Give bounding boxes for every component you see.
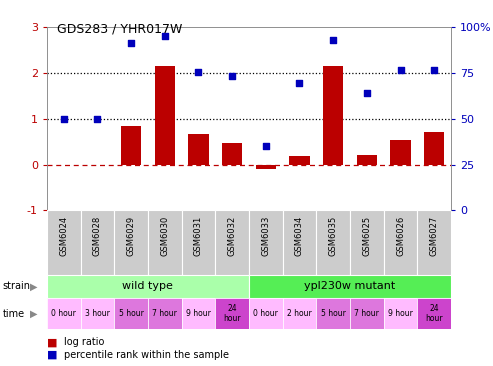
Bar	[121, 126, 141, 165]
Bar	[350, 210, 384, 274]
Text: 24
hour: 24 hour	[425, 305, 443, 323]
Bar	[289, 156, 310, 165]
Text: strain: strain	[2, 281, 31, 291]
Bar	[148, 298, 181, 329]
Text: ■: ■	[47, 350, 57, 360]
Point	[363, 90, 371, 96]
Bar	[47, 274, 249, 298]
Bar	[323, 66, 343, 165]
Text: 7 hour: 7 hour	[152, 309, 177, 318]
Text: GSM6032: GSM6032	[228, 216, 237, 256]
Bar	[249, 210, 282, 274]
Text: 5 hour: 5 hour	[119, 309, 143, 318]
Bar	[215, 298, 249, 329]
Bar	[148, 210, 181, 274]
Bar	[114, 298, 148, 329]
Text: 9 hour: 9 hour	[186, 309, 211, 318]
Bar	[317, 298, 350, 329]
Bar	[249, 274, 451, 298]
Text: 7 hour: 7 hour	[354, 309, 379, 318]
Text: time: time	[2, 309, 25, 319]
Bar	[418, 298, 451, 329]
Text: GSM6027: GSM6027	[430, 216, 439, 256]
Text: 9 hour: 9 hour	[388, 309, 413, 318]
Bar	[80, 210, 114, 274]
Text: ypl230w mutant: ypl230w mutant	[304, 281, 396, 291]
Bar	[384, 210, 418, 274]
Text: GSM6030: GSM6030	[160, 216, 169, 256]
Bar	[114, 210, 148, 274]
Bar	[282, 210, 317, 274]
Text: GSM6026: GSM6026	[396, 216, 405, 256]
Point	[430, 67, 438, 72]
Text: GDS283 / YHR017W: GDS283 / YHR017W	[57, 23, 182, 36]
Bar	[390, 139, 411, 165]
Text: 24
hour: 24 hour	[223, 305, 241, 323]
Point	[94, 116, 102, 122]
Bar	[80, 298, 114, 329]
Bar	[256, 165, 276, 169]
Point	[161, 33, 169, 39]
Bar	[155, 66, 175, 165]
Point	[194, 69, 203, 75]
Text: GSM6031: GSM6031	[194, 216, 203, 256]
Text: GSM6035: GSM6035	[329, 216, 338, 256]
Text: GSM6028: GSM6028	[93, 216, 102, 256]
Text: ■: ■	[47, 337, 57, 347]
Point	[60, 116, 68, 122]
Bar	[181, 298, 215, 329]
Text: 3 hour: 3 hour	[85, 309, 110, 318]
Bar	[384, 298, 418, 329]
Bar	[215, 210, 249, 274]
Text: GSM6029: GSM6029	[127, 216, 136, 256]
Bar	[47, 210, 80, 274]
Bar	[249, 298, 282, 329]
Text: 2 hour: 2 hour	[287, 309, 312, 318]
Point	[296, 80, 304, 86]
Point	[127, 41, 135, 46]
Point	[396, 67, 404, 72]
Bar	[181, 210, 215, 274]
Bar	[188, 134, 209, 165]
Text: 0 hour: 0 hour	[51, 309, 76, 318]
Bar	[424, 132, 444, 165]
Text: ▶: ▶	[30, 281, 37, 291]
Text: GSM6034: GSM6034	[295, 216, 304, 256]
Bar	[222, 143, 242, 165]
Text: percentile rank within the sample: percentile rank within the sample	[64, 350, 229, 360]
Text: GSM6025: GSM6025	[362, 216, 371, 256]
Bar	[282, 298, 317, 329]
Text: ▶: ▶	[30, 309, 37, 319]
Text: GSM6033: GSM6033	[261, 216, 270, 256]
Bar	[317, 210, 350, 274]
Text: 5 hour: 5 hour	[321, 309, 346, 318]
Point	[228, 74, 236, 79]
Bar	[418, 210, 451, 274]
Bar	[357, 155, 377, 165]
Text: GSM6024: GSM6024	[59, 216, 68, 256]
Bar	[47, 298, 80, 329]
Text: wild type: wild type	[122, 281, 174, 291]
Point	[329, 37, 337, 43]
Point	[262, 143, 270, 149]
Text: 0 hour: 0 hour	[253, 309, 278, 318]
Bar	[350, 298, 384, 329]
Text: log ratio: log ratio	[64, 337, 105, 347]
